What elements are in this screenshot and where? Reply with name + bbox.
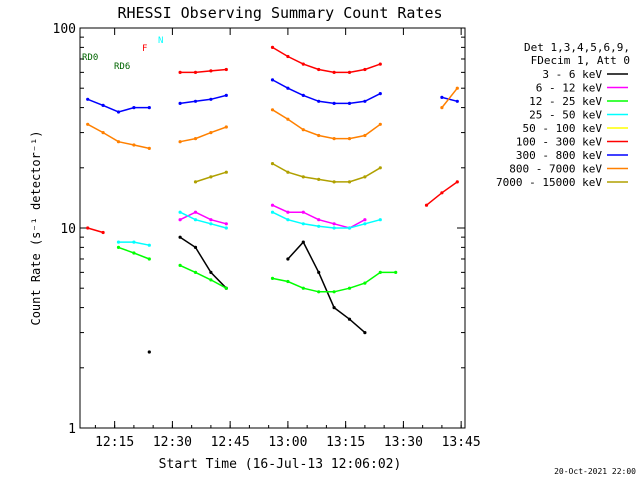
series-line	[272, 109, 381, 140]
x-tick-label: 13:45	[442, 435, 481, 450]
legend-label: 25 - 50 keV	[529, 109, 602, 122]
series-line	[287, 240, 366, 334]
series-line	[180, 68, 227, 74]
legend-label: 800 - 7000 keV	[509, 163, 602, 176]
series-line	[426, 181, 458, 206]
series-line	[272, 46, 381, 74]
x-tick-label: 12:15	[95, 435, 134, 450]
y-tick-group: 1 10 100	[53, 22, 465, 437]
series-5	[86, 45, 459, 235]
annotation-group: RD0 RD6 F N	[82, 36, 163, 72]
series-line	[179, 94, 227, 105]
x-tick-group: 12:15 12:30 12:45 13:00 13:15 13:30 13:45	[94, 28, 481, 450]
x-tick-label: 13:00	[268, 435, 307, 450]
timestamp: 20-Oct-2021 22:00	[554, 467, 636, 476]
legend-label: 300 - 800 keV	[516, 149, 602, 162]
series-3	[116, 210, 382, 247]
legend-label: 3 - 6 keV	[542, 68, 602, 81]
legend-header-line-2: FDecim 1, Att 0	[531, 54, 630, 67]
legend-label: 50 - 100 keV	[523, 122, 603, 135]
x-tick-label: 13:30	[384, 435, 423, 450]
legend-label: 100 - 300 keV	[516, 136, 602, 149]
series-line	[441, 87, 458, 109]
y-tick-label: 1	[68, 422, 76, 437]
annotation-marker: RD0	[82, 53, 98, 63]
series-line	[272, 271, 396, 293]
series-line	[179, 126, 227, 143]
series-line	[441, 96, 458, 103]
y-tick-label: 10	[60, 222, 76, 237]
legend-label: 7000 - 15000 keV	[496, 176, 602, 189]
legend-header-line-1: Det 1,3,4,5,6,9,	[524, 41, 630, 54]
y-axis-label: Count Rate (s⁻¹ detector⁻¹)	[29, 130, 43, 325]
series-line	[272, 211, 381, 229]
series-8	[193, 162, 382, 184]
series-line	[179, 264, 227, 289]
legend-label: 12 - 25 keV	[529, 95, 602, 108]
series-line	[87, 98, 150, 113]
series-line	[87, 227, 104, 234]
legend-label: 6 - 12 keV	[536, 82, 603, 95]
x-tick-label: 12:45	[211, 435, 250, 450]
x-axis-label: Start Time (16-Jul-13 12:06:02)	[159, 457, 402, 472]
series-line	[179, 236, 227, 289]
series-line	[87, 123, 150, 150]
series-0	[147, 235, 367, 354]
series-2	[116, 245, 398, 294]
series-line	[195, 171, 227, 183]
series-6	[86, 78, 459, 114]
data-point	[147, 350, 151, 354]
series-line	[118, 246, 150, 260]
series-line	[118, 241, 150, 246]
annotation-marker: F	[142, 44, 147, 54]
annotation-marker: RD6	[114, 62, 130, 72]
series-7	[86, 86, 459, 150]
series-group	[86, 45, 459, 354]
annotation-marker: N	[158, 36, 163, 46]
x-tick-label: 13:15	[326, 435, 365, 450]
series-line	[272, 162, 381, 183]
chart-title: RHESSI Observing Summary Count Rates	[117, 4, 442, 22]
x-tick-label: 12:30	[153, 435, 192, 450]
y-tick-label: 100	[53, 22, 76, 37]
series-line	[272, 79, 381, 105]
series-line	[179, 211, 227, 229]
